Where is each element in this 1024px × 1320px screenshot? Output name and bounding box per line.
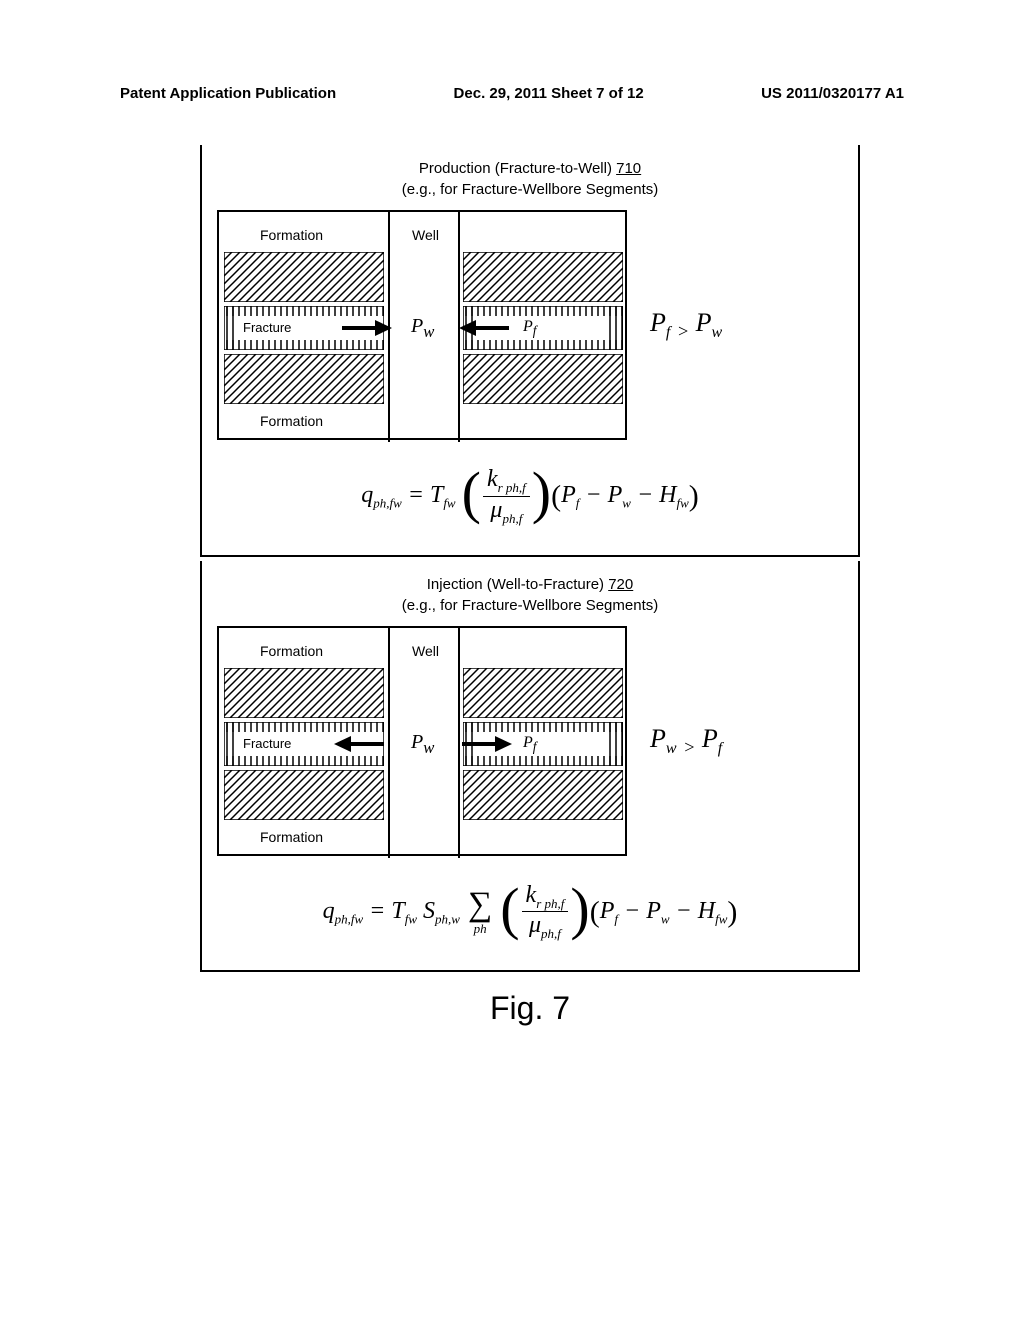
- formation-label-top2: Formation: [257, 642, 326, 660]
- fracture-label2: Fracture: [241, 736, 293, 751]
- formation-label-bottom2: Formation: [257, 828, 326, 846]
- equation1: qph,fw = Tfw ( kr ph,f μph,f )(Pf − Pw −…: [217, 458, 843, 535]
- pf-label2: Pf: [521, 734, 538, 755]
- arrow-left-to-well: [337, 318, 392, 338]
- panel1-diagram-row: Formation Well Fracture Formation Pw Pf …: [217, 210, 843, 440]
- formation-hatch-rb2: [463, 770, 623, 820]
- formation-label-bottom: Formation: [257, 412, 326, 430]
- well-label2: Well: [409, 642, 442, 660]
- panel1-inequality: Pf > Pw: [650, 308, 722, 342]
- fracture-label: Fracture: [241, 320, 293, 335]
- header-center: Dec. 29, 2011 Sheet 7 of 12: [454, 85, 644, 102]
- panel1-subtitle: (e.g., for Fracture-Wellbore Segments): [217, 181, 843, 198]
- arrow-well-to-right: [457, 734, 512, 754]
- well-label: Well: [409, 226, 442, 244]
- header-right: US 2011/0320177 A1: [761, 85, 904, 102]
- formation-hatch-rt: [463, 252, 623, 302]
- panel1-title: Production (Fracture-to-Well) 710: [217, 160, 843, 177]
- arrow-right-to-well: [459, 318, 514, 338]
- formation-hatch-lb: [224, 354, 384, 404]
- panel2-inequality: Pw > Pf: [650, 724, 722, 758]
- formation-hatch-lt: [224, 252, 384, 302]
- injection-panel: Injection (Well-to-Fracture) 720 (e.g., …: [200, 561, 860, 973]
- panel2-subtitle: (e.g., for Fracture-Wellbore Segments): [217, 597, 843, 614]
- figure-content: Production (Fracture-to-Well) 710 (e.g.,…: [200, 145, 860, 1027]
- pf-label: Pf: [521, 318, 538, 339]
- panel2-title: Injection (Well-to-Fracture) 720: [217, 576, 843, 593]
- formation-hatch-lb2: [224, 770, 384, 820]
- formation-hatch-rt2: [463, 668, 623, 718]
- formation-hatch-lt2: [224, 668, 384, 718]
- panel2-diagram: Formation Well Fracture Formation Pw Pf: [217, 626, 627, 856]
- formation-label-top: Formation: [257, 226, 326, 244]
- header-left: Patent Application Publication: [120, 85, 336, 102]
- formation-hatch-rb: [463, 354, 623, 404]
- production-panel: Production (Fracture-to-Well) 710 (e.g.,…: [200, 145, 860, 557]
- arrow-well-to-left: [334, 734, 389, 754]
- page-header: Patent Application Publication Dec. 29, …: [120, 85, 904, 102]
- equation2: qph,fw = Tfw Sph,w ∑ph ( kr ph,f μph,f )…: [217, 874, 843, 951]
- pw-label2: Pw: [411, 731, 434, 758]
- figure-caption: Fig. 7: [200, 990, 860, 1027]
- panel1-diagram: Formation Well Fracture Formation Pw Pf: [217, 210, 627, 440]
- panel2-diagram-row: Formation Well Fracture Formation Pw Pf …: [217, 626, 843, 856]
- pw-label: Pw: [411, 315, 434, 342]
